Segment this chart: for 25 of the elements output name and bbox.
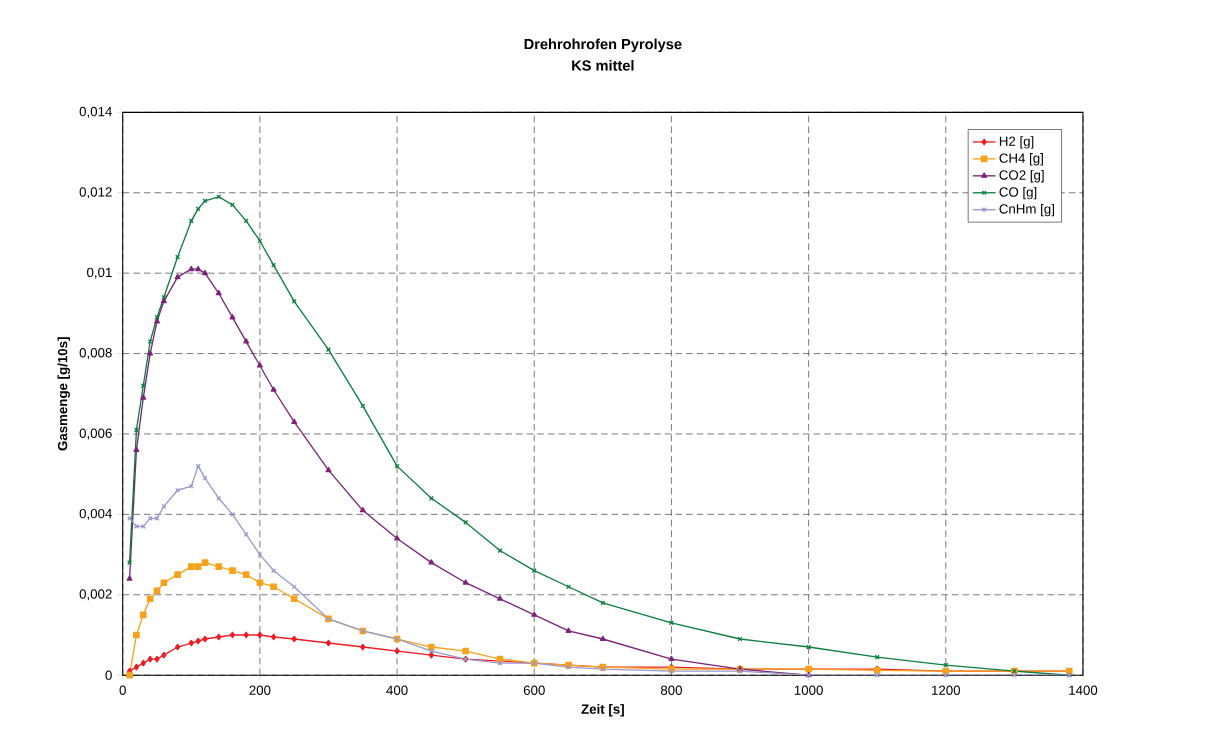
legend-label: H2 [g] <box>999 136 1034 149</box>
x-tick-label: 1000 <box>794 685 823 695</box>
y-axis-title: Gasmenge [g/10s] <box>57 337 70 451</box>
y-tick-label: 0,004 <box>79 508 112 520</box>
y-tick-label: 0,014 <box>79 106 112 118</box>
chart-title: Drehrohrofen Pyrolyse <box>524 38 682 53</box>
x-tick-label: 400 <box>386 685 408 695</box>
x-tick-label: 0 <box>119 685 126 695</box>
x-axis-title: Zeit [s] <box>581 704 624 717</box>
y-tick-label: 0,008 <box>79 348 112 360</box>
legend-label: CH4 [g] <box>999 153 1043 166</box>
chart-subtitle: KS mittel <box>572 60 634 71</box>
legend-label: CO [g] <box>999 187 1037 200</box>
x-tick-label: 600 <box>523 685 545 695</box>
y-tick-label: 0,006 <box>79 428 112 440</box>
x-tick-label: 200 <box>249 685 271 695</box>
x-tick-label: 1200 <box>932 685 961 695</box>
legend-label: CO2 [g] <box>999 170 1044 183</box>
y-tick-label: 0,012 <box>79 187 112 199</box>
legend-label: CnHm [g] <box>999 203 1054 217</box>
x-tick-label: 800 <box>660 685 682 695</box>
y-tick-label: 0 <box>105 670 112 680</box>
y-tick-label: 0,01 <box>87 267 112 279</box>
y-tick-label: 0,002 <box>79 589 112 601</box>
x-tick-label: 1400 <box>1069 685 1098 695</box>
